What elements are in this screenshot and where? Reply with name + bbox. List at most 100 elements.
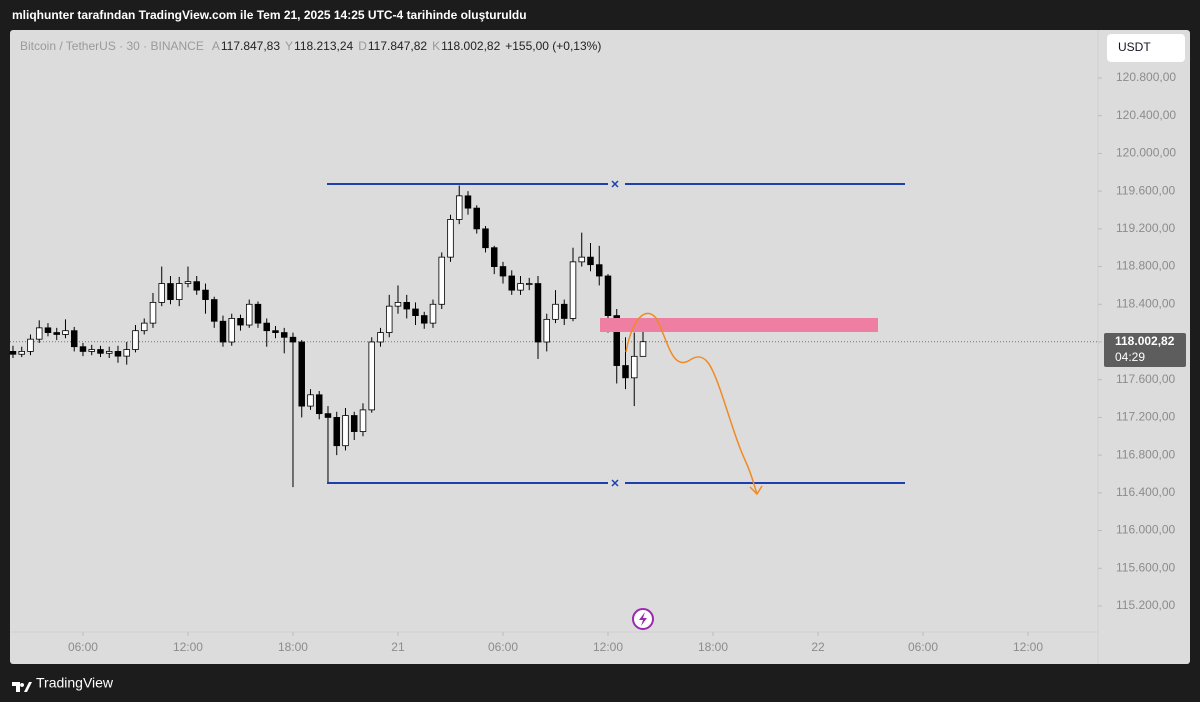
level-marker	[611, 180, 619, 188]
y-tick-label: 119.200,00	[1116, 221, 1175, 235]
last-price: 118.002,82	[1115, 334, 1175, 348]
candle-body	[289, 336, 297, 343]
candle-body	[569, 261, 577, 319]
candle-body	[210, 299, 218, 322]
x-tick-label: 12:00	[173, 640, 203, 654]
candle-body	[438, 256, 445, 305]
candle-body	[97, 349, 104, 354]
candle-body	[499, 266, 507, 277]
candle-body	[53, 332, 60, 335]
candle-body	[508, 275, 515, 291]
candle-body	[429, 303, 437, 324]
candle-body	[482, 228, 489, 249]
currency-button[interactable]	[1107, 34, 1185, 62]
candle-body	[534, 283, 542, 343]
candle-body	[307, 394, 314, 407]
candle-body	[193, 281, 200, 291]
candle-body	[88, 349, 95, 352]
candle-body	[228, 318, 235, 343]
plot	[9, 185, 1098, 488]
legend-key: D	[358, 39, 367, 53]
y-tick-label: 118.400,00	[1116, 296, 1175, 310]
zone	[600, 318, 878, 332]
candle-body	[578, 256, 585, 263]
candle-body	[298, 341, 305, 407]
currency: USDT	[1118, 40, 1151, 54]
candle-body	[552, 303, 559, 320]
candle-body	[473, 207, 480, 230]
brand: TradingView	[36, 675, 114, 691]
legend: Bitcoin / TetherUS · 30 · BINANCE A 117.84…	[20, 39, 601, 53]
candle-body	[543, 318, 550, 343]
candle-body	[254, 303, 262, 324]
candle-body	[132, 330, 139, 350]
candle-body	[604, 275, 612, 316]
candle-body	[525, 283, 533, 285]
legend-value: 118.213,24	[294, 39, 353, 53]
candle-body	[237, 318, 244, 326]
candle-body	[184, 281, 192, 284]
candle-body	[123, 349, 130, 357]
candle-body	[385, 305, 393, 333]
y-tick-label: 115.200,00	[1116, 598, 1175, 612]
projection-arrow	[749, 485, 763, 496]
chart-background	[10, 30, 1190, 664]
candle-body	[350, 415, 358, 432]
x-tick-label: 06:00	[68, 640, 98, 654]
candle-body	[245, 303, 253, 326]
candle-body	[18, 351, 25, 355]
candle-body	[394, 301, 402, 307]
candle-body	[105, 351, 113, 354]
legend-value: 118.002,82	[441, 39, 500, 53]
candle-body	[455, 195, 463, 220]
candle-body	[464, 195, 472, 209]
projection-path	[625, 312, 758, 495]
x-axis: 06:00 12:00 18:00 21 06:00 12:00 18:00 22 06:00 1…	[68, 632, 1043, 654]
y-tick-label: 116.000,00	[1116, 523, 1175, 537]
y-tick-label: 118.800,00	[1116, 259, 1175, 273]
candle-body	[377, 332, 384, 343]
candle-body	[70, 330, 78, 348]
candle-body	[447, 219, 454, 258]
candle-body	[158, 283, 165, 303]
x-tick-label: 06:00	[488, 640, 518, 654]
legend-key: Y	[285, 39, 293, 53]
x-tick-label: 21	[391, 640, 405, 654]
candle-body	[587, 256, 594, 266]
candle-body	[639, 341, 647, 357]
x-tick-label: 12:00	[593, 640, 623, 654]
candle-body	[280, 332, 288, 338]
event-icon-bolt	[639, 612, 647, 626]
candle-body	[35, 327, 43, 340]
candle-body	[140, 322, 148, 332]
y-axis: 120.800,00 120.400,00 120.000,00 119.600,00…	[1098, 70, 1176, 612]
candle-body	[595, 264, 603, 277]
candle-body	[630, 355, 638, 379]
y-tick-label: 116.400,00	[1116, 485, 1175, 499]
candle-body	[175, 283, 183, 300]
candle-body	[333, 417, 340, 447]
x-tick-label: 18:00	[698, 640, 728, 654]
legend-value: 117.847,82	[368, 39, 427, 53]
candle-body	[62, 330, 69, 335]
candle-body	[324, 413, 332, 418]
candle-body	[490, 247, 498, 267]
legend-change: +155,00 (+0,13%)	[505, 39, 601, 53]
candle-body	[202, 289, 209, 300]
legend-value: 117.847,83	[221, 39, 280, 53]
y-tick-label: 117.600,00	[1116, 372, 1175, 386]
candle-body	[27, 338, 34, 352]
candle-body	[44, 327, 52, 333]
candle-body	[420, 315, 428, 324]
y-tick-label: 117.200,00	[1116, 410, 1175, 424]
header-title: mliqhunter tarafından TradingView.com il…	[12, 8, 527, 22]
candle-body	[368, 341, 375, 411]
x-tick-label: 12:00	[1013, 640, 1043, 654]
candle-body	[560, 303, 568, 319]
x-tick-label: 18:00	[278, 640, 308, 654]
symbol: Bitcoin / TetherUS · 30 · BINANCE	[20, 39, 204, 53]
candle-body	[613, 315, 620, 366]
candle-body	[342, 415, 349, 447]
y-tick-label: 115.600,00	[1116, 560, 1175, 574]
